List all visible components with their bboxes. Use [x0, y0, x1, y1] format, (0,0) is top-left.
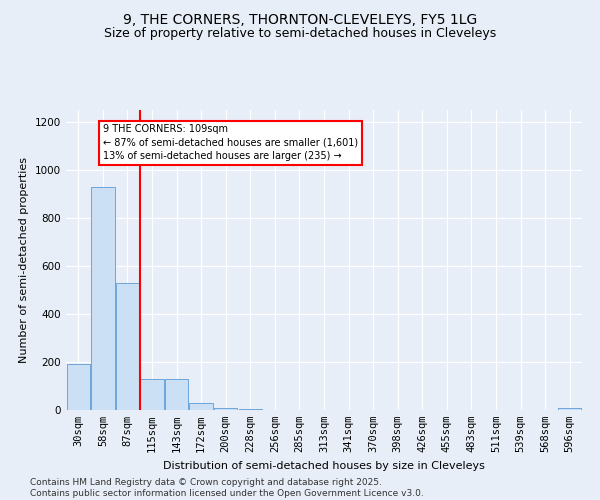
X-axis label: Distribution of semi-detached houses by size in Cleveleys: Distribution of semi-detached houses by …	[163, 460, 485, 470]
Text: Contains HM Land Registry data © Crown copyright and database right 2025.
Contai: Contains HM Land Registry data © Crown c…	[30, 478, 424, 498]
Bar	[239, 409, 262, 410]
Bar	[140, 379, 164, 410]
Text: Size of property relative to semi-detached houses in Cleveleys: Size of property relative to semi-detach…	[104, 28, 496, 40]
Bar	[165, 379, 188, 410]
Bar	[214, 408, 238, 410]
Bar	[558, 408, 581, 410]
Bar	[91, 187, 115, 410]
Y-axis label: Number of semi-detached properties: Number of semi-detached properties	[19, 157, 29, 363]
Text: 9, THE CORNERS, THORNTON-CLEVELEYS, FY5 1LG: 9, THE CORNERS, THORNTON-CLEVELEYS, FY5 …	[123, 12, 477, 26]
Bar	[190, 403, 213, 410]
Bar	[67, 364, 90, 410]
Bar	[116, 283, 139, 410]
Text: 9 THE CORNERS: 109sqm
← 87% of semi-detached houses are smaller (1,601)
13% of s: 9 THE CORNERS: 109sqm ← 87% of semi-deta…	[103, 124, 358, 161]
